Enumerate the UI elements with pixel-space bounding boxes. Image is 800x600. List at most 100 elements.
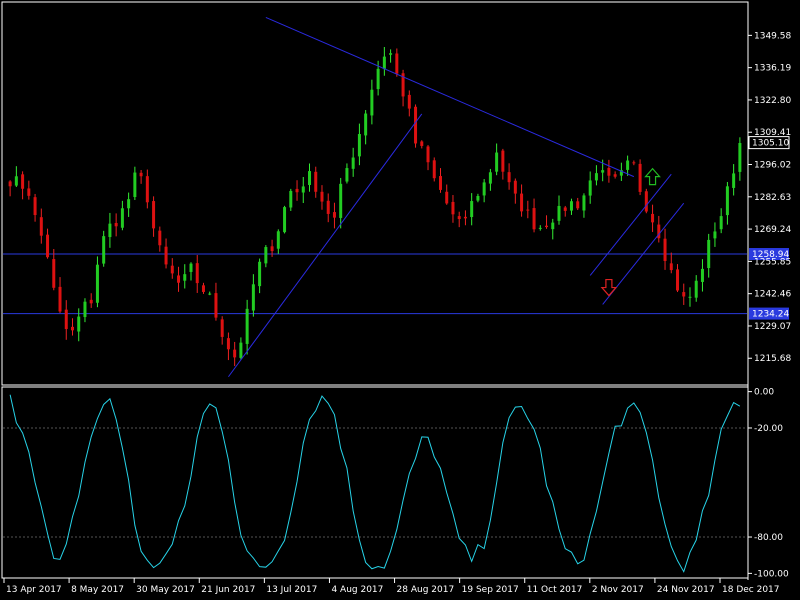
candle-body bbox=[551, 222, 555, 230]
time-tick-label: 13 Jul 2017 bbox=[266, 585, 317, 595]
candle-body bbox=[619, 170, 623, 176]
candle-body bbox=[245, 308, 249, 344]
candle-body bbox=[276, 231, 280, 249]
price-tick-label: 1309.41 bbox=[754, 128, 791, 138]
time-tick-label: 28 Aug 2017 bbox=[397, 585, 455, 595]
support-resistance-levels bbox=[3, 253, 747, 315]
candle-body bbox=[239, 342, 243, 358]
candle-body bbox=[457, 216, 461, 220]
candle-body bbox=[526, 209, 530, 211]
candle-body bbox=[569, 201, 573, 211]
candle-body bbox=[582, 195, 586, 211]
candle-body bbox=[14, 176, 18, 186]
candle-body bbox=[46, 234, 50, 258]
candle-body bbox=[127, 199, 131, 209]
up-arrow-icon bbox=[644, 167, 661, 186]
candle-body bbox=[145, 176, 149, 203]
level-price-label: 1234.24 bbox=[752, 310, 789, 320]
time-tick-label: 13 Apr 2017 bbox=[6, 585, 62, 595]
candle-body bbox=[725, 186, 729, 216]
candle-body bbox=[382, 56, 386, 70]
candle-body bbox=[495, 152, 499, 172]
candle-body bbox=[588, 180, 592, 196]
candle-body bbox=[201, 285, 205, 292]
price-tick-label: 1282.63 bbox=[754, 193, 791, 203]
candle-body bbox=[177, 275, 181, 283]
candle-body bbox=[332, 212, 336, 218]
time-tick-label: 2 Nov 2017 bbox=[592, 585, 644, 595]
candle-body bbox=[251, 284, 255, 311]
candle-body bbox=[395, 53, 399, 74]
candle-body bbox=[33, 197, 37, 216]
level-price-label: 1258.94 bbox=[752, 250, 789, 260]
candle-body bbox=[545, 225, 549, 228]
candle-body bbox=[58, 286, 62, 312]
candle-body bbox=[89, 299, 93, 304]
time-axis: 13 Apr 2017 8 May 2017 30 May 2017 21 Jun 2… bbox=[3, 578, 780, 595]
price-tick-label: 1296.02 bbox=[754, 161, 791, 171]
candle-body bbox=[713, 231, 717, 239]
candle-body bbox=[320, 191, 324, 202]
candle-body bbox=[170, 265, 174, 274]
candle-body bbox=[164, 246, 168, 265]
candle-body bbox=[738, 143, 742, 172]
candle-body bbox=[326, 200, 330, 214]
trend-line bbox=[265, 17, 635, 178]
price-tick-label: 1349.58 bbox=[754, 31, 791, 41]
signal-arrows bbox=[600, 167, 661, 297]
candle-body bbox=[638, 163, 642, 192]
trend-lines bbox=[228, 17, 685, 378]
candle-body bbox=[669, 263, 673, 271]
candle-body bbox=[451, 201, 455, 215]
candle-body bbox=[707, 239, 711, 269]
level-price-badge bbox=[749, 248, 789, 261]
candlestick-series bbox=[8, 47, 742, 367]
time-tick-label: 21 Jun 2017 bbox=[201, 585, 255, 595]
candle-body bbox=[657, 224, 661, 239]
time-tick-label: 18 Dec 2017 bbox=[722, 585, 780, 595]
candle-body bbox=[438, 176, 442, 190]
down-arrow-icon bbox=[600, 278, 618, 297]
current-price-label: 1305.10 bbox=[752, 139, 789, 149]
time-tick-label: 11 Oct 2017 bbox=[527, 585, 583, 595]
candle-body bbox=[626, 160, 630, 170]
candle-body bbox=[27, 188, 31, 196]
level-price-badge bbox=[749, 307, 789, 320]
candle-body bbox=[83, 301, 87, 318]
candle-body bbox=[694, 280, 698, 298]
candle-body bbox=[700, 268, 704, 282]
candle-body bbox=[682, 292, 686, 297]
candle-body bbox=[732, 173, 736, 188]
candle-body bbox=[139, 172, 143, 177]
candle-body bbox=[52, 259, 56, 288]
price-axis: 1258.94 1234.24 1349.58 1336.19 1322.80 1309.… bbox=[748, 31, 791, 364]
price-tick-label: 1255.85 bbox=[754, 257, 791, 267]
candle-body bbox=[70, 326, 74, 331]
candle-body bbox=[563, 207, 567, 211]
candle-body bbox=[195, 263, 199, 284]
candle-body bbox=[364, 113, 368, 136]
time-tick-label: 19 Sep 2017 bbox=[462, 585, 519, 595]
candle-body bbox=[208, 293, 212, 295]
candle-body bbox=[183, 274, 187, 281]
candle-body bbox=[613, 174, 617, 177]
candle-body bbox=[632, 162, 636, 164]
candle-body bbox=[407, 94, 411, 109]
candle-body bbox=[108, 223, 112, 238]
candle-body bbox=[463, 216, 467, 219]
candle-body bbox=[301, 186, 305, 193]
candle-body bbox=[607, 167, 611, 176]
oscillator-line bbox=[9, 394, 741, 573]
time-tick-label: 8 May 2017 bbox=[71, 585, 124, 595]
candle-body bbox=[95, 264, 99, 303]
candle-body bbox=[214, 293, 218, 318]
candle-body bbox=[532, 208, 536, 230]
oscillator-series bbox=[9, 394, 741, 573]
candle-body bbox=[488, 172, 492, 184]
candle-body bbox=[21, 174, 25, 189]
price-tick-label: 1215.68 bbox=[754, 354, 791, 364]
candle-body bbox=[688, 296, 692, 298]
price-tick-label: 1322.80 bbox=[754, 96, 791, 106]
candle-body bbox=[314, 171, 318, 192]
candle-body bbox=[414, 106, 418, 144]
